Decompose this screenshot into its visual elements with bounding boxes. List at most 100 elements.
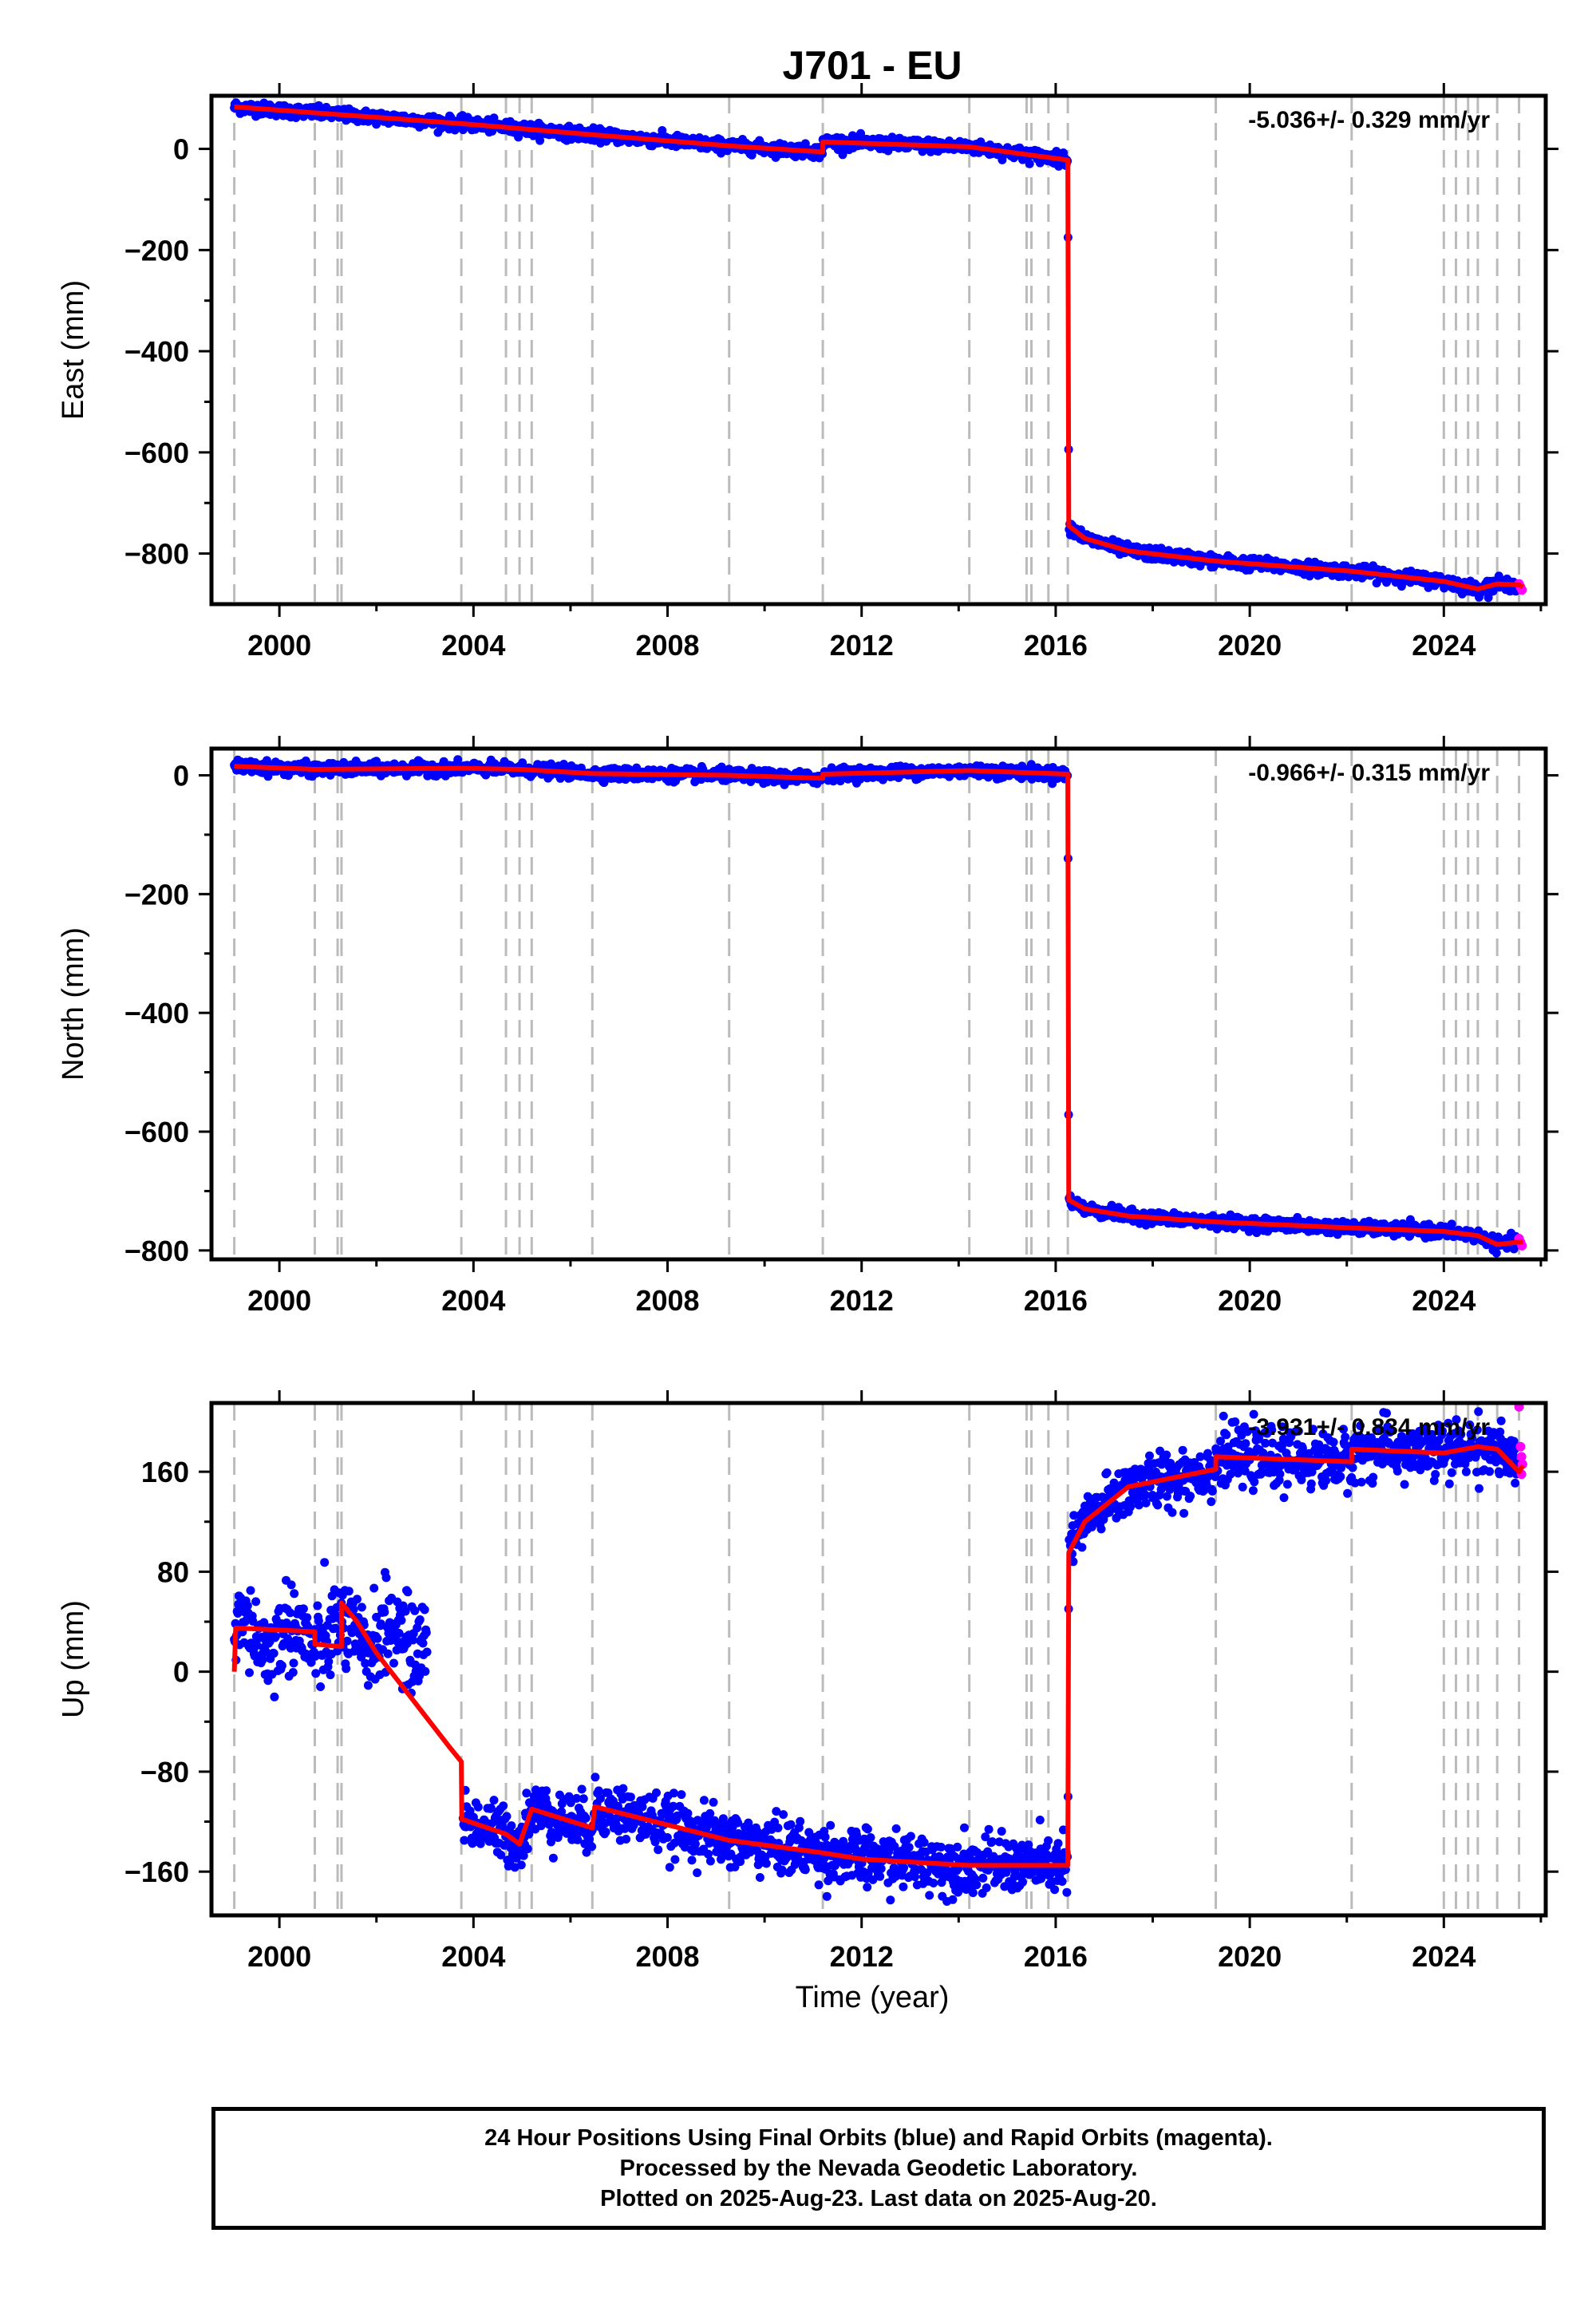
data-point bbox=[365, 1648, 374, 1658]
data-point bbox=[288, 1668, 298, 1677]
data-point bbox=[489, 1796, 499, 1805]
x-tick-label: 2008 bbox=[635, 629, 699, 662]
data-point bbox=[342, 1664, 351, 1674]
data-point bbox=[246, 1586, 255, 1595]
data-point bbox=[421, 1628, 431, 1638]
final-orbit-points bbox=[230, 1407, 1521, 1906]
x-tick-label: 2020 bbox=[1218, 1284, 1282, 1317]
data-point bbox=[347, 1628, 357, 1638]
data-point bbox=[258, 1655, 267, 1665]
data-point bbox=[277, 1661, 286, 1670]
data-point bbox=[422, 1647, 432, 1657]
data-point bbox=[361, 1658, 370, 1668]
data-point bbox=[316, 1682, 326, 1691]
data-point bbox=[838, 150, 847, 160]
data-point bbox=[248, 1617, 258, 1626]
y-axis-label: North (mm) bbox=[57, 927, 90, 1081]
data-point bbox=[717, 762, 726, 772]
y-tick-label: −200 bbox=[124, 878, 189, 911]
data-point bbox=[473, 1802, 483, 1812]
data-point bbox=[259, 1618, 269, 1627]
y-tick-label: −800 bbox=[124, 538, 189, 571]
y-tick-label: −200 bbox=[124, 234, 189, 267]
x-tick-label: 2016 bbox=[1024, 629, 1088, 662]
data-point bbox=[363, 1681, 373, 1690]
data-point bbox=[1025, 159, 1034, 168]
x-tick-label: 2016 bbox=[1024, 1284, 1088, 1317]
x-tick-label: 2012 bbox=[830, 629, 894, 662]
chart-title: J701 - EU bbox=[782, 43, 962, 88]
data-point bbox=[269, 1649, 279, 1658]
data-point bbox=[342, 1636, 352, 1646]
data-point bbox=[460, 1836, 469, 1845]
data-point bbox=[353, 1595, 361, 1604]
final-orbit-points bbox=[230, 98, 1521, 603]
panels-layer: 0 −200 −400 −600 −800 2000 2004 2008 2012 2016 202… bbox=[57, 83, 1558, 1973]
x-tick-label: 2004 bbox=[441, 1284, 505, 1317]
x-tick-label: 2000 bbox=[247, 1284, 311, 1317]
data-point bbox=[331, 1623, 340, 1633]
data-point bbox=[409, 1635, 418, 1645]
y-tick-label: −400 bbox=[124, 335, 189, 368]
x-tick-label: 2000 bbox=[247, 629, 311, 662]
x-tick-label: 2024 bbox=[1412, 629, 1476, 662]
data-point bbox=[369, 1583, 379, 1593]
data-point bbox=[289, 1658, 298, 1668]
panel-frame bbox=[209, 746, 1548, 1262]
y-tick-label: 0 bbox=[173, 759, 189, 792]
data-point bbox=[373, 1634, 382, 1643]
data-point bbox=[421, 1666, 430, 1676]
data-point bbox=[394, 1629, 404, 1638]
data-point bbox=[410, 1606, 420, 1615]
plot-area bbox=[230, 1403, 1527, 1915]
data-point bbox=[271, 1632, 280, 1642]
data-point bbox=[1447, 1219, 1456, 1229]
data-point bbox=[401, 1607, 410, 1616]
data-point bbox=[381, 1573, 391, 1583]
data-point bbox=[344, 1587, 354, 1596]
y-tick-label: −800 bbox=[124, 1235, 189, 1267]
data-point bbox=[1107, 1200, 1116, 1210]
plot-area bbox=[230, 96, 1527, 604]
plot-area bbox=[230, 749, 1527, 1259]
data-point bbox=[403, 1587, 413, 1597]
data-point bbox=[486, 1803, 496, 1812]
data-point bbox=[376, 1619, 385, 1629]
y-axis-label: East (mm) bbox=[57, 280, 90, 420]
data-point bbox=[372, 1612, 381, 1622]
data-point bbox=[262, 1647, 271, 1657]
data-point bbox=[1491, 1248, 1501, 1258]
data-point bbox=[397, 1615, 406, 1625]
data-point bbox=[1483, 593, 1493, 603]
data-point bbox=[245, 1668, 254, 1678]
x-tick-label: 2020 bbox=[1218, 629, 1282, 662]
data-point bbox=[476, 1839, 485, 1848]
rate-annotation: -0.966+/- 0.315 mm/yr bbox=[1248, 760, 1490, 786]
data-point bbox=[420, 1605, 429, 1614]
data-point bbox=[856, 128, 866, 138]
data-point bbox=[313, 1601, 322, 1611]
data-point bbox=[380, 1607, 389, 1617]
model-line bbox=[234, 764, 1523, 1247]
data-point bbox=[251, 1597, 261, 1607]
data-point bbox=[389, 1658, 398, 1668]
data-point bbox=[311, 1669, 321, 1678]
data-point bbox=[302, 1613, 312, 1622]
data-point bbox=[270, 1692, 279, 1701]
x-tick-label: 2024 bbox=[1412, 1284, 1476, 1317]
data-point bbox=[286, 1580, 296, 1590]
data-point bbox=[286, 1608, 295, 1618]
final-orbit-points bbox=[230, 755, 1521, 1258]
panel-frame bbox=[209, 93, 1548, 607]
y-tick-label: −600 bbox=[124, 437, 189, 469]
x-tick-label: 2004 bbox=[441, 629, 505, 662]
y-tick-label: −600 bbox=[124, 1116, 189, 1148]
data-point bbox=[324, 1657, 334, 1666]
y-tick-label: −400 bbox=[124, 997, 189, 1030]
data-point bbox=[415, 1615, 425, 1624]
